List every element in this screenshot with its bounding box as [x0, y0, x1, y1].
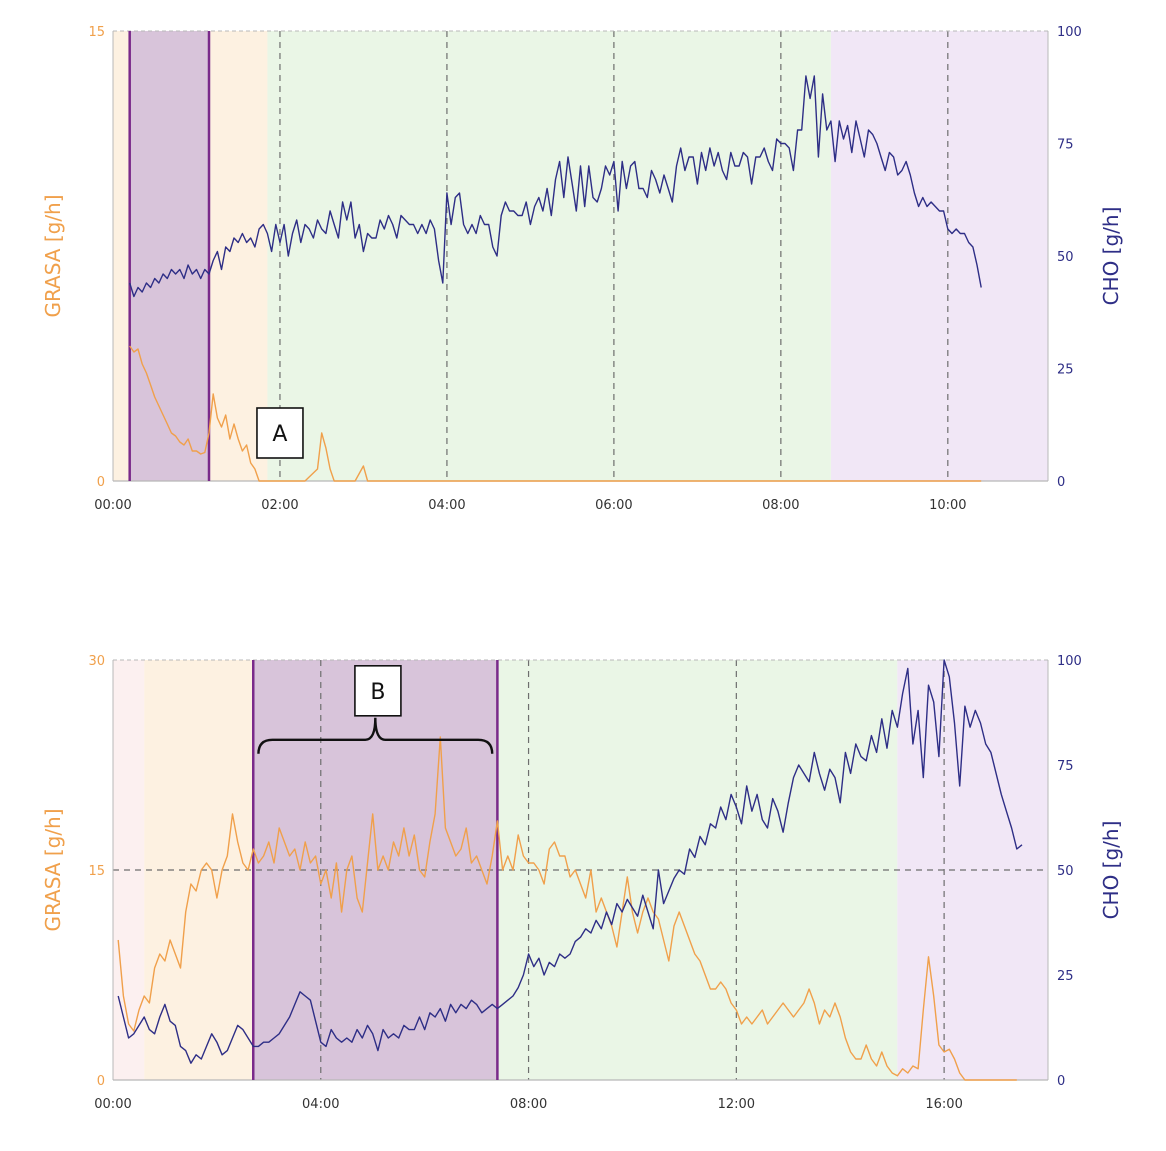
y-right-tick-label: 75 [1057, 138, 1074, 153]
y-right-axis-label: CHO [g/h] [1099, 207, 1123, 306]
zone-band-1 [129, 31, 210, 481]
x-tick-label: 06:00 [595, 498, 632, 513]
chart-top: 00:00 02:00 04:00 06:00 08:00 10:00 0 15 0 25 50 75… [41, 25, 1123, 513]
y-right-tick-label: 25 [1057, 363, 1074, 378]
zone-band-0 [113, 31, 130, 481]
annotation-box [354, 665, 402, 717]
y-left-tick-label: 30 [88, 654, 105, 669]
x-tick-label: 12:00 [718, 1097, 755, 1112]
y-right-tick-label: 75 [1057, 759, 1074, 774]
y-right-tick-label: 50 [1057, 250, 1074, 265]
y-left-tick-label: 15 [88, 25, 105, 40]
x-tick-label: 02:00 [261, 498, 298, 513]
annotation-label: A [272, 422, 287, 447]
x-tick-label: 10:00 [929, 498, 966, 513]
y-right-axis-label: CHO [g/h] [1099, 821, 1123, 920]
y-left-axis-label: GRASA [g/h] [41, 194, 65, 317]
grid-group [113, 660, 1048, 1080]
y-left-tick-label: 15 [88, 864, 105, 879]
x-tick-label: 16:00 [925, 1097, 962, 1112]
series-line-grasa [129, 345, 982, 482]
x-tick-label: 08:00 [762, 498, 799, 513]
y-left-axis-label: GRASA [g/h] [41, 808, 65, 931]
y-right-tick-label: 0 [1057, 475, 1065, 490]
annotation-label: B [370, 680, 385, 705]
y-right-tick-label: 100 [1057, 654, 1082, 669]
x-tick-label: 04:00 [428, 498, 465, 513]
y-left-tick-label: 0 [97, 1074, 105, 1089]
chart-bottom: 00:00 04:00 08:00 12:00 16:00 0 15 30 0 25 50 75 100… [41, 654, 1123, 1112]
grid-group [279, 31, 949, 481]
y-right-tick-label: 0 [1057, 1074, 1065, 1089]
series-line-grasa [117, 736, 1017, 1081]
zone-band-4 [830, 31, 1048, 481]
x-tick-label: 00:00 [94, 498, 131, 513]
x-tick-label: 04:00 [302, 1097, 339, 1112]
y-right-tick-label: 25 [1057, 969, 1074, 984]
y-right-tick-label: 50 [1057, 864, 1074, 879]
zone-group [113, 31, 1048, 481]
series-line-cho [117, 659, 1023, 1064]
y-left-tick-label: 0 [97, 475, 105, 490]
x-tick-label: 08:00 [510, 1097, 547, 1112]
annotation-box [256, 407, 304, 459]
x-tick-label: 00:00 [94, 1097, 131, 1112]
y-right-tick-label: 100 [1057, 25, 1082, 40]
series-line-cho [129, 75, 982, 298]
zone-band-3 [267, 31, 831, 481]
